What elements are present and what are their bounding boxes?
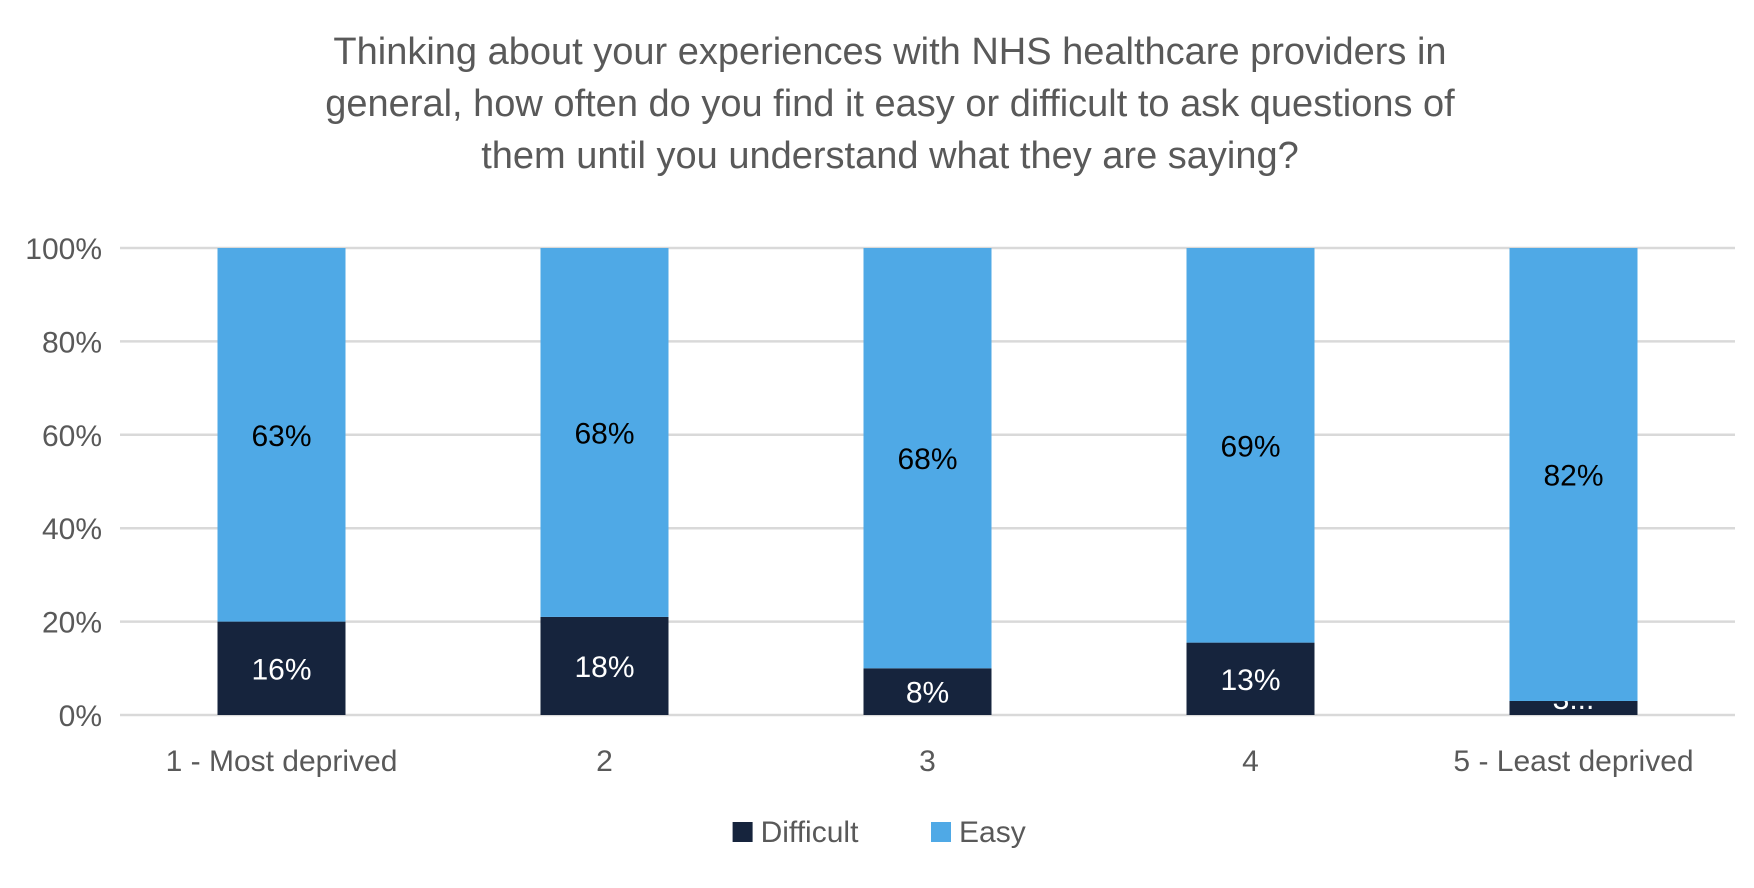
- bar-easy: [217, 248, 346, 622]
- y-tick-label: 40%: [42, 513, 102, 546]
- bar-difficult: [1186, 642, 1315, 715]
- x-tick-label: 4: [1242, 745, 1259, 778]
- legend-swatch: [732, 822, 753, 842]
- bar-difficult: [217, 621, 346, 715]
- y-tick-label: 20%: [42, 607, 102, 640]
- data-label: 69%: [1220, 430, 1280, 463]
- bar-difficult: [863, 668, 992, 715]
- x-tick-label: 2: [596, 745, 613, 778]
- x-tick-label: 3: [919, 745, 936, 778]
- data-label: 8%: [906, 677, 949, 710]
- data-label: 18%: [574, 651, 634, 684]
- bar-difficult: [540, 616, 669, 715]
- legend-label: Easy: [959, 816, 1026, 849]
- legend-swatch: [931, 822, 951, 842]
- bar-easy: [1509, 248, 1638, 701]
- x-tick-label: 1 - Most deprived: [166, 745, 398, 778]
- x-tick-label: 5 - Least deprived: [1453, 745, 1693, 778]
- chart-title-line: Thinking about your experiences with NHS…: [333, 31, 1447, 73]
- chart-title: Thinking about your experiences with NHS…: [150, 26, 1630, 182]
- bar-easy: [863, 248, 992, 669]
- data-label: 82%: [1543, 459, 1603, 492]
- data-label: 16%: [251, 653, 311, 686]
- bar-easy: [540, 248, 669, 617]
- y-tick-label: 100%: [25, 233, 102, 266]
- data-label: 68%: [897, 443, 957, 476]
- bar-difficult: [1509, 700, 1638, 715]
- data-label: 68%: [574, 417, 634, 450]
- y-tick-label: 0%: [59, 700, 102, 733]
- bar-easy: [1186, 248, 1315, 643]
- chart-title-line: them until you understand what they are …: [481, 135, 1299, 177]
- data-label: 13%: [1220, 664, 1280, 697]
- y-tick-label: 60%: [42, 420, 102, 453]
- legend-label: Difficult: [761, 816, 859, 849]
- data-label: 63%: [251, 420, 311, 453]
- y-tick-label: 80%: [42, 326, 102, 359]
- chart-title-line: general, how often do you find it easy o…: [325, 83, 1455, 125]
